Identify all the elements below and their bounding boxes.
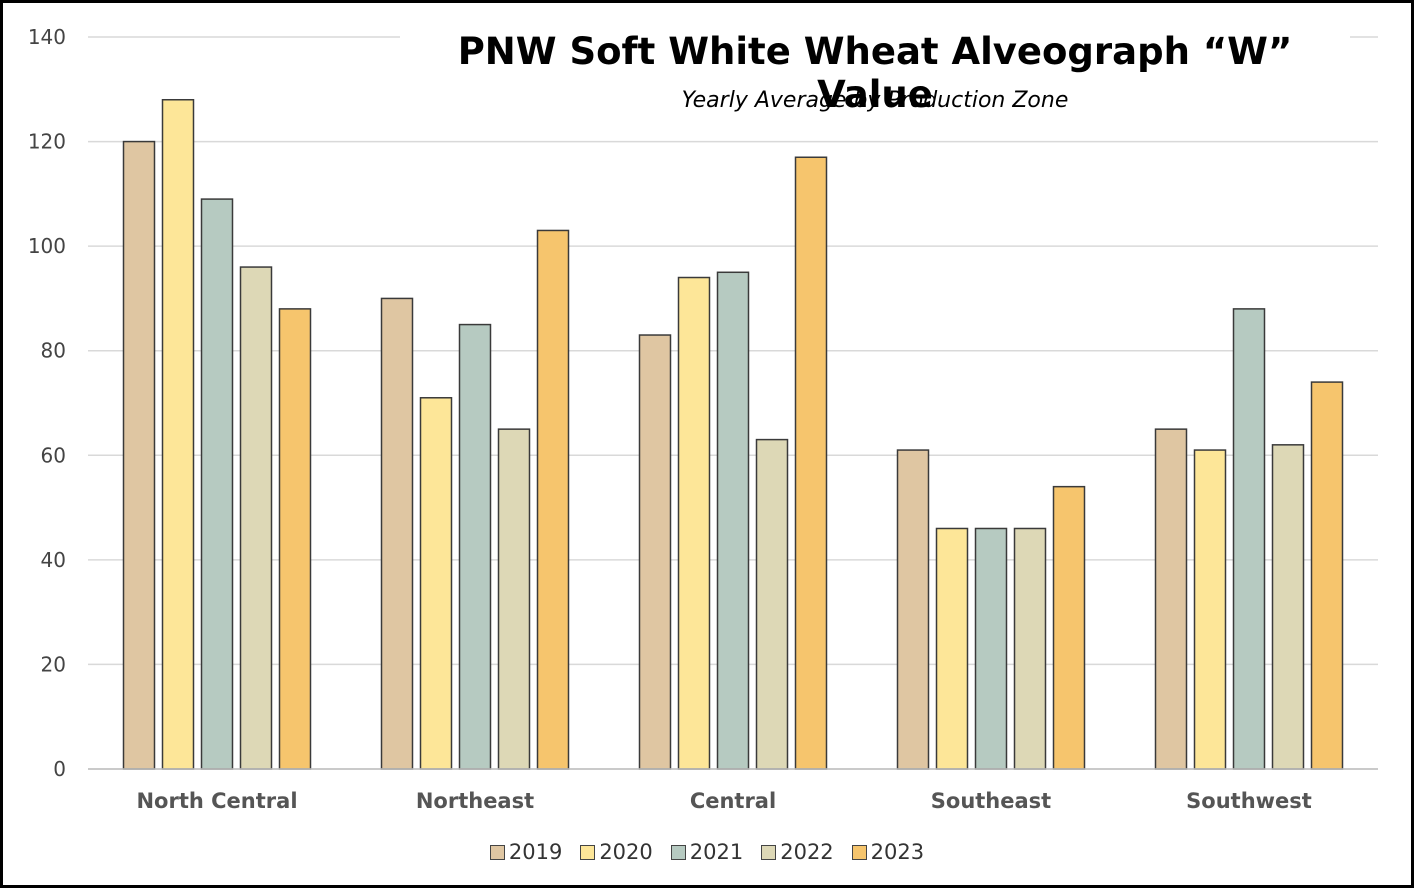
bar-2021-central (716, 271, 750, 770)
bar-2019-southwest (1154, 428, 1188, 770)
legend-item: 2023 (851, 840, 925, 864)
x-tick-label: North Central (136, 789, 297, 813)
legend-swatch (489, 844, 505, 860)
chart-subtitle: Yearly Average by Production Zone (681, 88, 1069, 113)
legend-swatch (851, 844, 867, 860)
y-tick-label: 100 (28, 234, 66, 258)
bar-2020-central (677, 276, 711, 770)
bar-2019-southeast (896, 449, 930, 770)
legend-label: 2022 (780, 840, 834, 864)
legend-item: 2021 (670, 840, 744, 864)
bar-2020-southeast (935, 527, 969, 770)
y-tick-label: 120 (28, 130, 66, 154)
bar-2022-southeast (1013, 527, 1047, 770)
chart-legend: 2019 2020 2021 2022 2023 (0, 840, 1414, 864)
legend-swatch (580, 844, 596, 860)
y-tick-label: 40 (41, 548, 66, 572)
bar-2019-central (638, 334, 672, 770)
bar-2020-northeast (419, 397, 453, 770)
x-tick-label: Southeast (931, 789, 1051, 813)
bar-2023-northeast (536, 229, 570, 770)
x-tick-label: Northeast (416, 789, 534, 813)
y-tick-label: 140 (28, 25, 66, 49)
bar-2023-southeast (1052, 485, 1086, 770)
legend-item: 2022 (761, 840, 834, 864)
legend-item: 2020 (580, 840, 653, 864)
bar-2020-north-central (161, 98, 195, 770)
bar-2021-southeast (974, 527, 1008, 770)
chart-title: PNW Soft White Wheat Alveograph “W” Valu… (400, 28, 1350, 118)
bar-2022-central (755, 438, 789, 770)
bar-2019-northeast (380, 297, 414, 770)
legend-item: 2019 (489, 840, 563, 864)
bar-2023-north-central (278, 308, 312, 770)
legend-swatch (761, 844, 777, 860)
legend-swatch (670, 844, 686, 860)
bar-2023-central (794, 156, 828, 770)
y-tick-label: 80 (41, 339, 66, 363)
y-tick-label: 20 (41, 652, 66, 676)
bar-2023-southwest (1310, 381, 1344, 770)
legend-label: 2023 (870, 840, 925, 864)
y-tick-label: 0 (53, 757, 66, 781)
legend-label: 2021 (689, 840, 744, 864)
bar-2021-southwest (1232, 308, 1266, 770)
bar-2021-north-central (200, 198, 234, 770)
x-tick-label: Southwest (1186, 789, 1312, 813)
bar-2022-southwest (1271, 444, 1305, 770)
bar-2022-northeast (497, 428, 531, 770)
bar-2021-northeast (458, 323, 492, 770)
legend-label: 2019 (508, 840, 563, 864)
y-tick-label: 60 (41, 443, 66, 467)
legend-label: 2020 (599, 840, 653, 864)
bar-2020-southwest (1193, 449, 1227, 770)
bar-2022-north-central (239, 266, 273, 770)
bar-2019-north-central (122, 140, 156, 770)
x-tick-label: Central (690, 789, 776, 813)
